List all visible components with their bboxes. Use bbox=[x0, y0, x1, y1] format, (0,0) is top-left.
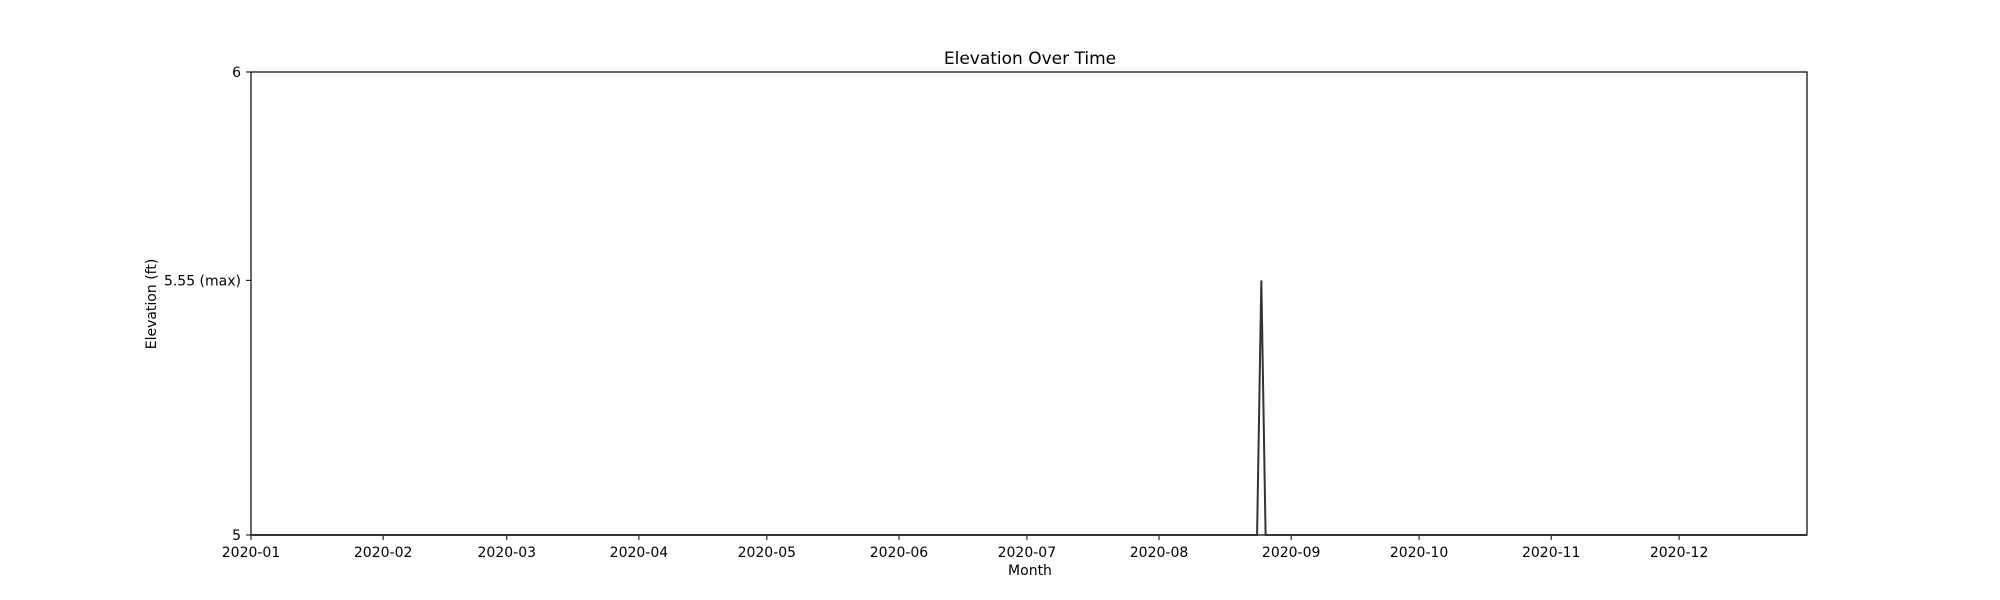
x-tick-label: 2020-03 bbox=[478, 545, 537, 561]
x-tick-label: 2020-11 bbox=[1522, 545, 1581, 561]
y-axis-label: Elevation (ft) bbox=[144, 259, 160, 350]
x-tick-label: 2020-12 bbox=[1650, 545, 1709, 561]
chart-title: Elevation Over Time bbox=[944, 49, 1116, 69]
series-layer bbox=[251, 280, 1807, 536]
y-axis: 5 5.55 (max) 6 bbox=[164, 65, 251, 544]
x-tick-label: 2020-01 bbox=[222, 545, 281, 561]
x-tick-label: 2020-06 bbox=[870, 545, 929, 561]
x-axis: 2020-01 2020-02 2020-03 2020-04 2020-05 2020-… bbox=[222, 535, 1709, 561]
x-tick-label: 2020-04 bbox=[610, 545, 669, 561]
plot-frame bbox=[250, 71, 1808, 536]
x-axis-label: Month bbox=[1008, 563, 1052, 579]
x-tick-label: 2020-09 bbox=[1262, 545, 1321, 561]
y-tick-label: 5.55 (max) bbox=[164, 273, 241, 289]
x-tick-label: 2020-02 bbox=[354, 545, 413, 561]
x-tick-label: 2020-07 bbox=[998, 545, 1057, 561]
x-tick-label: 2020-08 bbox=[1130, 545, 1189, 561]
series-line bbox=[251, 280, 1807, 536]
y-tick-label: 6 bbox=[232, 65, 241, 81]
y-tick-label: 5 bbox=[232, 528, 241, 544]
x-tick-label: 2020-10 bbox=[1390, 545, 1449, 561]
x-tick-label: 2020-05 bbox=[738, 545, 797, 561]
